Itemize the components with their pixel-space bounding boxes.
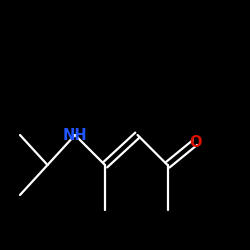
Text: O: O <box>189 135 201 150</box>
Text: NH: NH <box>63 128 87 142</box>
